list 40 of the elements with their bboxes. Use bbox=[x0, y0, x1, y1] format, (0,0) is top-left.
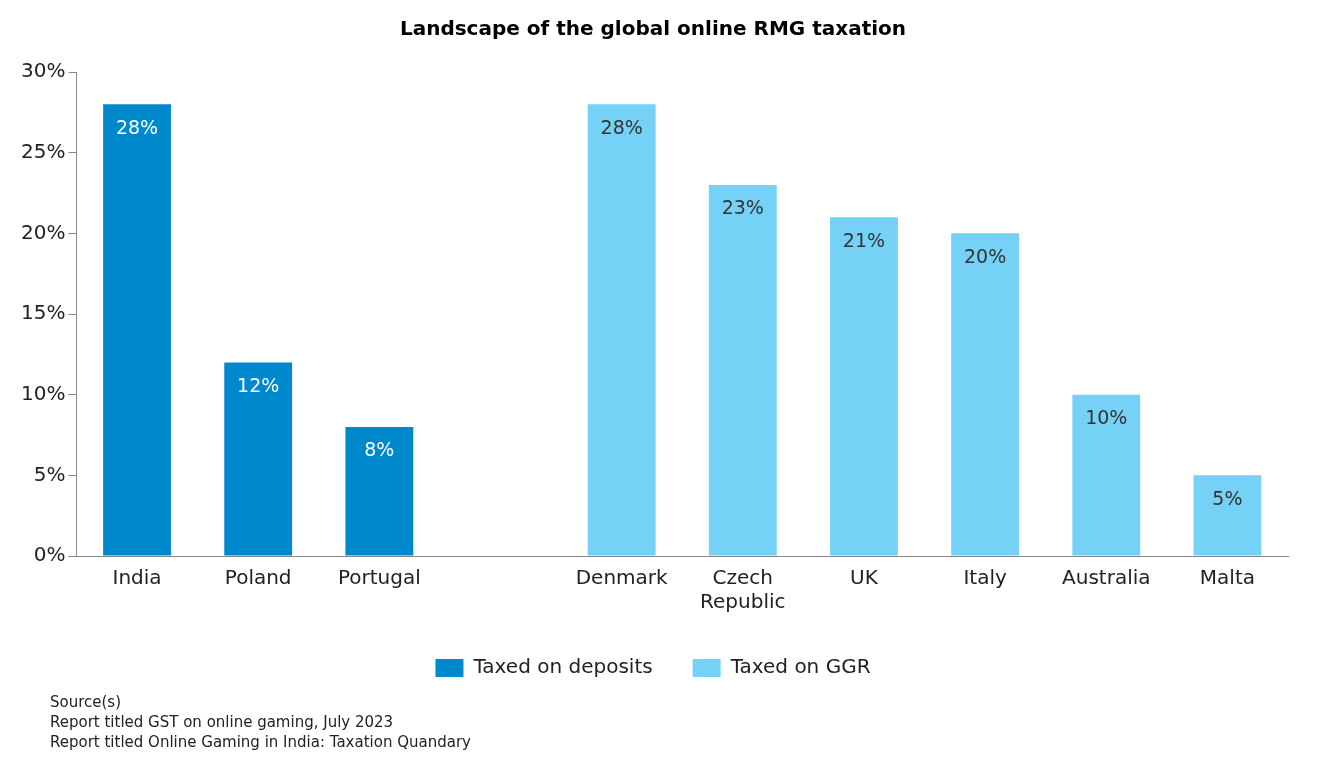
x-tick-label: UK bbox=[850, 565, 879, 590]
x-tick-label: Malta bbox=[1199, 565, 1256, 590]
source-note: Source(s) bbox=[50, 692, 123, 712]
y-tick-label: 10% bbox=[21, 380, 66, 405]
data-label: 23% bbox=[721, 196, 764, 219]
text: Report titled Online Gaming in India: Taxation Quandary bbox=[50, 732, 472, 752]
data-label: 28% bbox=[600, 115, 643, 138]
y-tick-label: 15% bbox=[21, 300, 66, 325]
bar bbox=[1193, 475, 1262, 556]
bar bbox=[103, 104, 171, 556]
bar bbox=[1072, 394, 1141, 556]
x-tick-label: Australia bbox=[1062, 565, 1151, 590]
y-tick-label: 0% bbox=[33, 542, 66, 567]
bar bbox=[224, 362, 293, 556]
bar bbox=[708, 184, 777, 556]
x-tick-label: Italy bbox=[963, 565, 1007, 590]
y-tick-label: 30% bbox=[21, 58, 66, 83]
bar bbox=[345, 426, 414, 556]
text: Report titled GST on online gaming, July 2023 bbox=[50, 712, 395, 732]
x-tick-label: Poland bbox=[224, 565, 292, 590]
data-label: 5% bbox=[1212, 486, 1243, 509]
y-tick-label: 20% bbox=[21, 219, 66, 244]
x-tick-label: India bbox=[112, 565, 162, 590]
bar bbox=[951, 233, 1020, 556]
x-tick-label: Portugal bbox=[337, 565, 421, 590]
legend-label: Taxed on GGR bbox=[729, 654, 871, 679]
data-label: 28% bbox=[115, 115, 159, 138]
y-tick-label: 5% bbox=[33, 461, 66, 486]
bar bbox=[830, 217, 898, 556]
data-label: 10% bbox=[1085, 406, 1128, 429]
data-label: 21% bbox=[842, 228, 886, 251]
x-tick-label: Denmark bbox=[575, 565, 669, 590]
data-label: 20% bbox=[964, 244, 1007, 267]
chart-title: Landscape of the global online RMG taxation bbox=[399, 16, 907, 41]
x-tick-label: Czech Republic bbox=[700, 565, 786, 614]
legend-label: Taxed on deposits bbox=[472, 654, 653, 679]
data-label: 12% bbox=[237, 373, 280, 396]
bar bbox=[587, 104, 656, 556]
y-tick-label: 25% bbox=[21, 138, 66, 163]
data-label: 8% bbox=[364, 438, 395, 461]
